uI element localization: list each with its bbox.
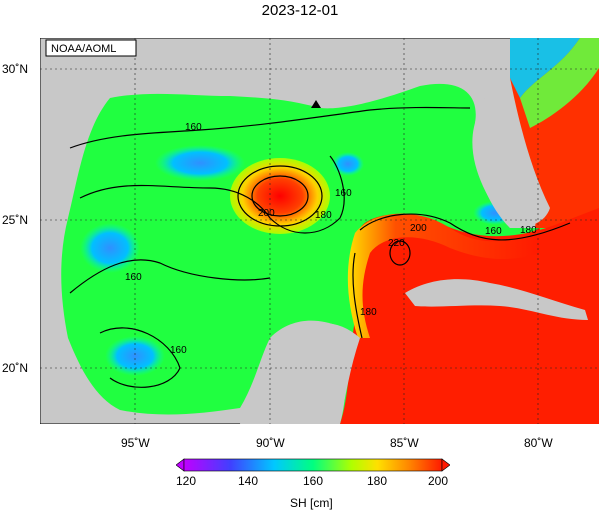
contour-label: 180 (360, 307, 377, 318)
credit-text: NOAA/AOML (51, 43, 116, 55)
cold-eddy-east (332, 152, 364, 176)
cold-eddy-south (105, 336, 165, 376)
contour-label: 200 (258, 208, 275, 219)
colorbar-tick-180: 180 (367, 474, 388, 488)
lon-label-90w: 90˚W (256, 436, 285, 450)
caribbean-water (340, 208, 599, 424)
florida-land (474, 78, 550, 228)
contour-label-group: 160 160 160 160 160 180 180 180 200 200 … (125, 122, 537, 356)
colorbar-tick-160: 160 (303, 474, 324, 488)
lat-label-30n: 30˚N (2, 62, 29, 76)
loop-current (347, 213, 540, 338)
contour-label: 180 (315, 210, 332, 221)
contour-label: 180 (520, 225, 537, 236)
lat-label-20n: 20˚N (2, 361, 29, 375)
contour-label: 160 (485, 226, 502, 237)
warm-eddy (230, 158, 330, 234)
colorbar-tick-200: 200 (428, 474, 449, 488)
atlantic-green (520, 38, 599, 128)
colorbar-label: SH [cm] (290, 496, 333, 510)
contour-lines (69, 106, 571, 388)
map-title: 2023-12-01 (261, 2, 339, 19)
cold-eddy-west (80, 223, 140, 273)
contour-label: 160 (185, 122, 202, 133)
sea-height-map: 160 160 160 160 160 180 180 180 200 200 … (40, 38, 599, 424)
contour-label: 160 (125, 272, 142, 283)
lon-label-80w: 80˚W (524, 436, 553, 450)
triangle-marker-icon (311, 100, 321, 108)
colorbar-left-arrow-icon (176, 458, 185, 472)
colorbar-tick-140: 140 (238, 474, 259, 488)
lat-label-25n: 25˚N (2, 213, 29, 227)
colorbar-right-arrow-icon (441, 458, 450, 472)
colorbar (176, 458, 450, 472)
cuba-land (405, 279, 588, 320)
graticule (40, 38, 599, 424)
lon-label-85w: 85˚W (390, 436, 419, 450)
lon-label-95w: 95˚W (121, 436, 150, 450)
contour-label: 220 (388, 238, 405, 249)
contour-label: 160 (335, 188, 352, 199)
colorbar-gradient (183, 458, 443, 472)
contour-label: 200 (410, 223, 427, 234)
credit-box (45, 39, 137, 57)
colorbar-tick-120: 120 (176, 474, 197, 488)
atlantic-cool (510, 38, 580, 98)
cold-eddy-north (155, 145, 245, 181)
contour-label: 160 (170, 345, 187, 356)
